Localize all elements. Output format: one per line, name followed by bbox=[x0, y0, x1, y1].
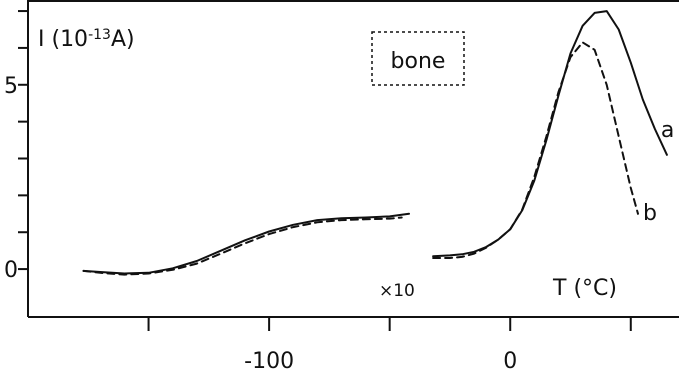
y-axis-label: I (10-13A) bbox=[38, 27, 135, 52]
series-layer bbox=[82, 10, 668, 276]
axis-tick-labels: -100 0 0 5 bbox=[4, 74, 517, 374]
series-b-label: b bbox=[643, 201, 657, 226]
series-b-line-high bbox=[432, 41, 639, 259]
x-tick-label: 0 bbox=[503, 349, 517, 374]
y-tick-label: 0 bbox=[4, 258, 18, 283]
x-axis-label: T (°C) bbox=[552, 276, 617, 301]
axis-ticks bbox=[18, 10, 632, 331]
multiplier-label: ×10 bbox=[379, 281, 415, 301]
series-a-line-high bbox=[432, 10, 668, 258]
series-b-line-low bbox=[82, 216, 403, 276]
x-tick-label: -100 bbox=[244, 349, 294, 374]
series-a-label: a bbox=[661, 118, 674, 143]
bone-label: bone bbox=[391, 49, 446, 74]
y-tick-label: 5 bbox=[4, 74, 18, 99]
